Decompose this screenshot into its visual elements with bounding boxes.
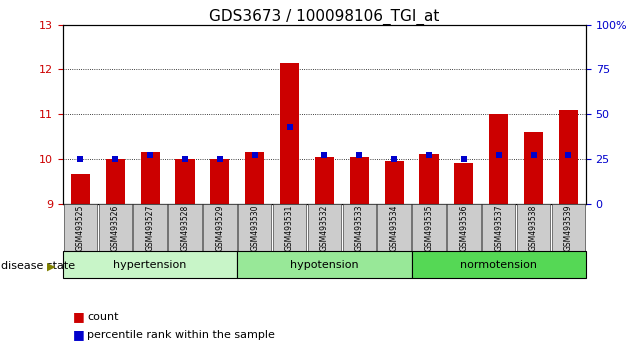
Text: GSM493539: GSM493539 (564, 204, 573, 251)
Text: GSM493527: GSM493527 (146, 204, 154, 251)
Bar (524, 132, 543, 204)
Point (76, 156, 86, 162)
Bar (517, 204, 551, 251)
Text: GSM493530: GSM493530 (250, 204, 259, 251)
Bar (454, 163, 474, 204)
Bar (350, 156, 369, 204)
Bar (315, 156, 334, 204)
Text: hypertension: hypertension (113, 259, 187, 270)
Bar (134, 204, 167, 251)
Text: GSM493532: GSM493532 (320, 204, 329, 251)
Point (285, 124, 295, 130)
Text: ■: ■ (72, 310, 84, 323)
Text: GSM493526: GSM493526 (111, 204, 120, 251)
Bar (245, 152, 265, 204)
Text: GSM493538: GSM493538 (529, 204, 538, 251)
Bar (384, 161, 404, 204)
Text: count: count (87, 312, 118, 322)
Point (145, 153, 155, 158)
Text: GSM493531: GSM493531 (285, 204, 294, 251)
Title: GDS3673 / 100098106_TGI_at: GDS3673 / 100098106_TGI_at (209, 8, 440, 25)
Bar (140, 152, 160, 204)
Bar (489, 114, 508, 204)
Text: hypotension: hypotension (290, 259, 358, 270)
Bar (238, 204, 272, 251)
Point (529, 153, 539, 158)
Text: GSM493525: GSM493525 (76, 204, 85, 251)
Bar (106, 159, 125, 204)
Text: GSM493537: GSM493537 (495, 204, 503, 251)
Text: ■: ■ (72, 328, 84, 341)
Bar (307, 204, 341, 251)
Bar (168, 204, 202, 251)
Point (424, 153, 434, 158)
Point (110, 156, 120, 162)
Point (319, 153, 329, 158)
Text: ▶: ▶ (47, 261, 55, 271)
Point (215, 156, 225, 162)
Text: GSM493533: GSM493533 (355, 204, 364, 251)
Point (563, 153, 573, 158)
Text: GSM493528: GSM493528 (181, 204, 190, 251)
Bar (420, 154, 438, 204)
Text: GSM493535: GSM493535 (425, 204, 433, 251)
Bar (343, 204, 376, 251)
Bar (203, 204, 237, 251)
Bar (98, 204, 132, 251)
Point (354, 153, 364, 158)
Bar (482, 204, 515, 251)
Bar (552, 204, 585, 251)
Bar (559, 110, 578, 204)
Bar (71, 175, 90, 204)
Bar (377, 204, 411, 251)
Bar (280, 63, 299, 204)
Text: GSM493536: GSM493536 (459, 204, 468, 251)
Bar (238, 251, 411, 278)
Bar (411, 251, 586, 278)
Point (494, 153, 504, 158)
Point (459, 156, 469, 162)
Text: percentile rank within the sample: percentile rank within the sample (87, 330, 275, 339)
Bar (447, 204, 481, 251)
Bar (63, 251, 238, 278)
Bar (64, 204, 97, 251)
Point (249, 153, 260, 158)
Point (180, 156, 190, 162)
Point (389, 156, 399, 162)
Text: GSM493534: GSM493534 (390, 204, 399, 251)
Text: normotension: normotension (461, 259, 537, 270)
Text: GSM493529: GSM493529 (215, 204, 224, 251)
Bar (412, 204, 446, 251)
Bar (175, 159, 195, 204)
Bar (273, 204, 306, 251)
Bar (210, 159, 229, 204)
Text: disease state: disease state (1, 261, 76, 271)
